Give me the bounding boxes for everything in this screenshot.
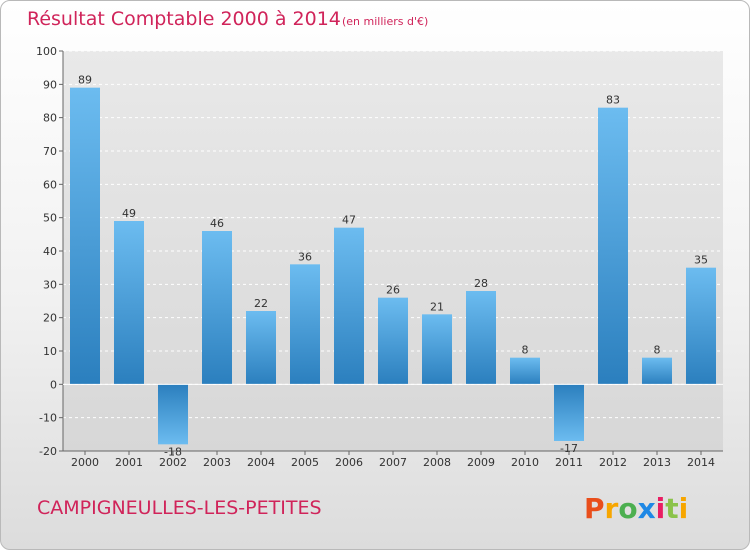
x-tick-label-2000: 2000 <box>71 456 99 469</box>
value-label-2012: 83 <box>606 94 620 107</box>
value-label-2000: 89 <box>78 74 92 87</box>
y-tick-label: 0 <box>50 378 57 391</box>
x-tick-label-2001: 2001 <box>115 456 143 469</box>
y-tick-label: 80 <box>43 112 57 125</box>
bar-2006 <box>334 227 364 385</box>
value-label-2001: 49 <box>122 207 136 220</box>
x-tick-label-2014: 2014 <box>687 456 715 469</box>
x-tick-label-2012: 2012 <box>599 456 627 469</box>
bar-2005 <box>290 264 320 385</box>
bar-2001 <box>114 221 144 385</box>
y-tick-label: 40 <box>43 245 57 258</box>
x-tick-label-2013: 2013 <box>643 456 671 469</box>
y-tick-label: 100 <box>36 45 57 58</box>
chart-title: Résultat Comptable 2000 à 2014 <box>27 8 341 30</box>
value-label-2006: 47 <box>342 214 356 227</box>
y-tick-label: 70 <box>43 145 57 158</box>
chart-subtitle: (en milliers d'€) <box>342 15 429 28</box>
value-label-2011: -17 <box>560 442 578 455</box>
value-label-2005: 36 <box>298 250 312 263</box>
bar-2014 <box>686 267 716 385</box>
x-tick-label-2004: 2004 <box>247 456 275 469</box>
svg-text:Proxiti: Proxiti <box>584 492 688 525</box>
proxiti-logo: Proxiti <box>584 492 688 525</box>
x-tick-label-2005: 2005 <box>291 456 319 469</box>
x-tick-label-2006: 2006 <box>335 456 363 469</box>
y-tick-label: -10 <box>39 412 57 425</box>
y-tick-label: 10 <box>43 345 57 358</box>
value-label-2010: 8 <box>522 344 529 357</box>
value-label-2014: 35 <box>694 254 708 267</box>
bar-2002 <box>158 384 188 445</box>
y-tick-label: -20 <box>39 445 57 458</box>
value-label-2004: 22 <box>254 297 268 310</box>
x-tick-label-2007: 2007 <box>379 456 407 469</box>
y-tick-label: 60 <box>43 178 57 191</box>
x-tick-label-2008: 2008 <box>423 456 451 469</box>
bar-2000 <box>70 87 100 385</box>
x-tick-label-2003: 2003 <box>203 456 231 469</box>
bar-2003 <box>202 231 232 385</box>
bar-2008 <box>422 314 452 385</box>
commune-name: CAMPIGNEULLES-LES-PETITES <box>37 497 322 519</box>
value-label-2008: 21 <box>430 300 444 313</box>
bar-2007 <box>378 297 408 385</box>
bar-2004 <box>246 311 276 385</box>
y-tick-label: 50 <box>43 212 57 225</box>
bar-2009 <box>466 291 496 385</box>
y-tick-label: 30 <box>43 278 57 291</box>
x-tick-label-2009: 2009 <box>467 456 495 469</box>
bar-2013 <box>642 357 672 385</box>
y-tick-label: 90 <box>43 78 57 91</box>
value-label-2009: 28 <box>474 277 488 290</box>
bar-2010 <box>510 357 540 385</box>
value-label-2003: 46 <box>210 217 224 230</box>
bar-2012 <box>598 107 628 385</box>
y-tick-label: 20 <box>43 312 57 325</box>
value-label-2007: 26 <box>386 284 400 297</box>
x-tick-label-2010: 2010 <box>511 456 539 469</box>
value-label-2013: 8 <box>654 344 661 357</box>
x-tick-label-2011: 2011 <box>555 456 583 469</box>
x-tick-label-2002: 2002 <box>159 456 187 469</box>
bar-2011 <box>554 384 584 441</box>
